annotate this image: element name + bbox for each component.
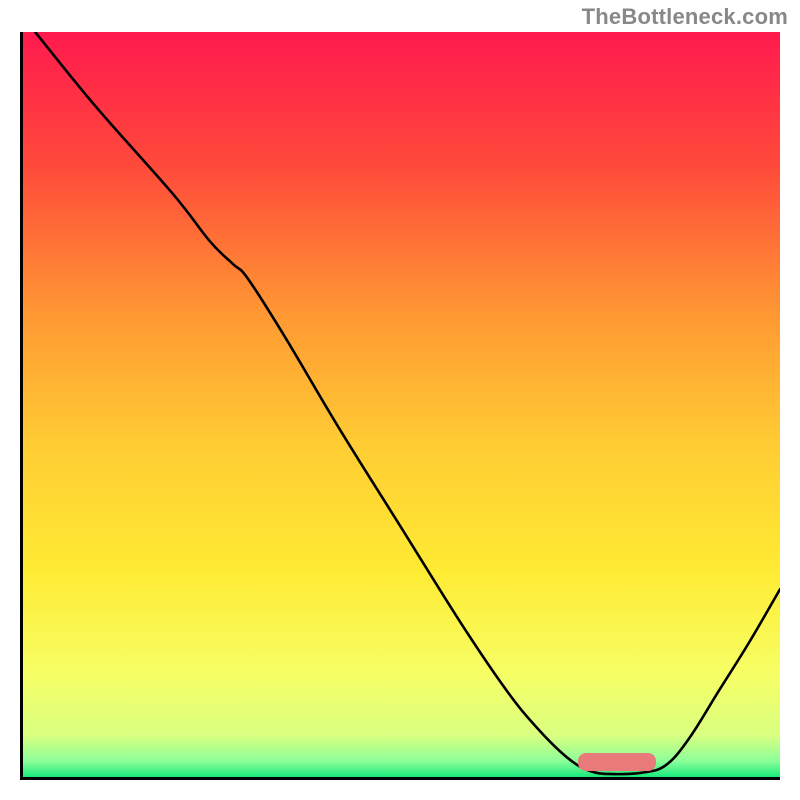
axis-frame bbox=[20, 32, 780, 780]
chart-root: TheBottleneck.com bbox=[0, 0, 800, 800]
watermark-text: TheBottleneck.com bbox=[582, 4, 788, 30]
